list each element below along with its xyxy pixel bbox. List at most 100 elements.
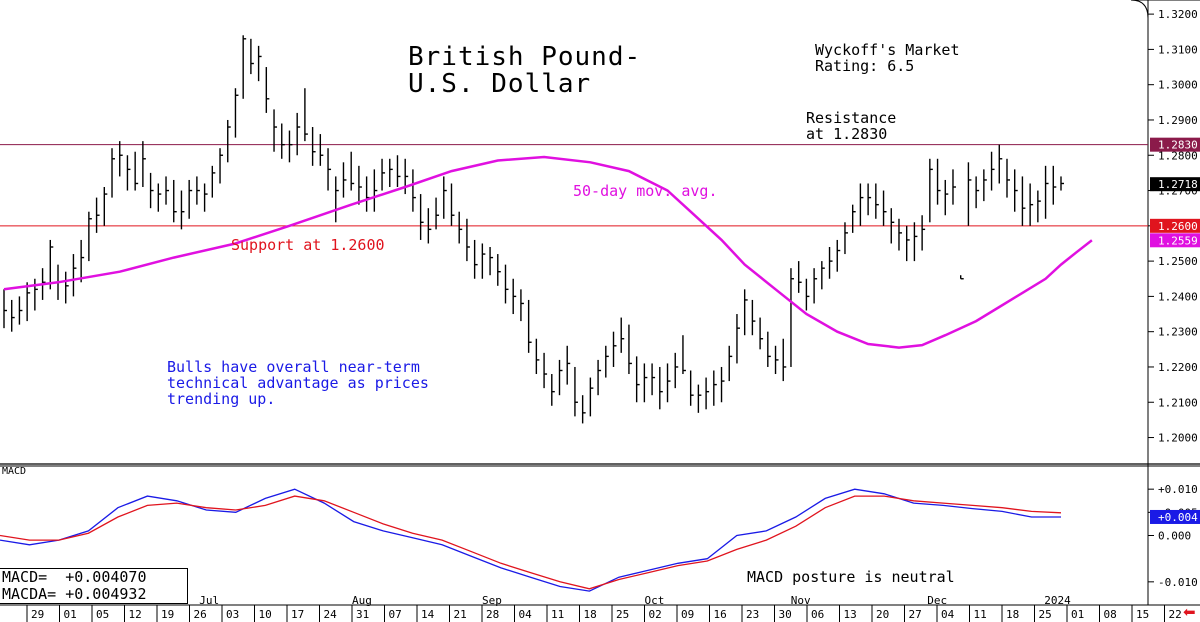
price-bar — [651, 363, 656, 396]
x-tick-label: 22 — [1169, 608, 1182, 621]
price-bar — [234, 88, 239, 138]
price-bar — [489, 246, 494, 276]
x-tick-label: 02 — [649, 608, 662, 621]
price-bar — [497, 254, 501, 286]
bulls-annotation: Bulls have overall near-term technical a… — [167, 358, 429, 407]
price-bar — [95, 197, 100, 233]
price-bar — [350, 151, 355, 191]
price-bar — [520, 289, 524, 322]
x-tick-label: 26 — [194, 608, 207, 621]
x-tick-label: 11 — [974, 608, 987, 621]
x-tick-label: 30 — [779, 608, 792, 621]
price-bar — [867, 183, 872, 216]
support-badge: 1.2600 — [1150, 218, 1200, 233]
last-close-badge-bg — [1150, 177, 1200, 192]
x-tick-label: 16 — [714, 608, 727, 621]
price-bar — [134, 151, 139, 191]
price-bar — [1044, 165, 1049, 219]
moving-average-badge: 1.2559 — [1150, 233, 1200, 248]
price-bar — [227, 119, 231, 163]
macd-values-box: MACD= +0.004070 MACDA= +0.004932 — [0, 568, 188, 604]
price-bar — [836, 239, 841, 272]
price-bar — [1021, 176, 1026, 226]
price-bar — [203, 183, 208, 212]
resistance-badge: 1.2830 — [1150, 137, 1200, 152]
price-bar — [720, 366, 725, 403]
month-label: Oct — [645, 594, 665, 607]
price-bar — [26, 282, 31, 322]
macd-line — [0, 488, 1061, 592]
price-bar — [558, 359, 563, 396]
price-bar — [898, 218, 902, 251]
support-badge-bg — [1150, 218, 1200, 233]
x-tick-label: 29 — [31, 608, 44, 621]
last-close-badge: 1.2718 — [1150, 177, 1200, 192]
bulls-line-1: Bulls have overall near-term — [167, 358, 420, 376]
month-label: Aug — [352, 594, 372, 607]
price-bar — [1014, 169, 1018, 212]
price-bar — [304, 88, 308, 142]
price-bar — [581, 395, 586, 424]
moving-average-badge-bg — [1150, 233, 1200, 248]
price-bar — [736, 314, 740, 364]
price-bar — [111, 148, 116, 198]
price-bar — [774, 345, 779, 375]
price-bar — [80, 239, 85, 283]
x-tick-label: 12 — [129, 608, 142, 621]
price-bar — [759, 317, 764, 350]
x-axis: 29 01 05 12 19 26 03 10 17 24 31 07 14 21 28 04 11 18 25 02… — [26, 594, 1182, 622]
price-bar — [466, 218, 470, 262]
price-bar — [219, 148, 224, 184]
price-bar — [821, 261, 825, 290]
month-label: Jul — [199, 594, 219, 607]
price-bar — [566, 345, 571, 385]
price-bar — [381, 158, 386, 191]
price-bar — [960, 275, 964, 280]
price-bar — [180, 190, 185, 230]
macd-posture-note: MACD posture is neutral — [747, 568, 955, 586]
x-tick-label: 06 — [811, 608, 824, 621]
y-tick-label: 1.3000 — [1158, 79, 1198, 92]
x-tick-label: 13 — [844, 608, 857, 621]
x-tick-label: 18 — [584, 608, 597, 621]
price-bar — [713, 370, 717, 406]
y-tick-label: 1.2800 — [1158, 149, 1198, 162]
x-tick-label: 31 — [356, 608, 369, 621]
macd-value: MACD= +0.004070 — [2, 568, 147, 586]
x-tick-label: 05 — [96, 608, 109, 621]
price-bar — [790, 268, 794, 367]
price-bar — [119, 141, 123, 177]
price-bar — [427, 208, 432, 244]
x-tick-label: 19 — [161, 608, 174, 621]
month-label: 2024 — [1044, 594, 1071, 607]
x-tick-label: 11 — [551, 608, 564, 621]
x-tick-label: 10 — [259, 608, 272, 621]
y-tick-label: 1.2400 — [1158, 290, 1198, 303]
price-bar — [11, 299, 15, 332]
x-tick-label: 23 — [746, 608, 759, 621]
x-tick-label: 03 — [226, 608, 239, 621]
x-tick-label: 04 — [941, 608, 955, 621]
price-bar — [612, 331, 617, 367]
y-tick-label: 1.2100 — [1158, 396, 1198, 409]
x-tick-label: 04 — [519, 608, 533, 621]
price-bar — [551, 374, 555, 406]
price-bar — [813, 268, 818, 304]
price-bar — [296, 112, 301, 156]
axis-corner — [1130, 0, 1149, 19]
price-bar — [574, 366, 578, 417]
price-bar — [944, 179, 949, 216]
price-bar — [628, 324, 632, 375]
x-tick-label: 25 — [1039, 608, 1052, 621]
macd-y-tick-label: 0.000 — [1158, 530, 1191, 543]
price-bar — [481, 243, 486, 279]
left-arrow-icon[interactable]: ⬅ — [1183, 603, 1196, 621]
price-bar — [504, 264, 509, 304]
x-tick-label: 14 — [421, 608, 435, 621]
price-bar — [473, 239, 478, 279]
title-line-1: British Pound- — [408, 42, 642, 72]
support-annotation: Support at 1.2600 — [231, 236, 385, 254]
price-bar — [404, 158, 409, 195]
